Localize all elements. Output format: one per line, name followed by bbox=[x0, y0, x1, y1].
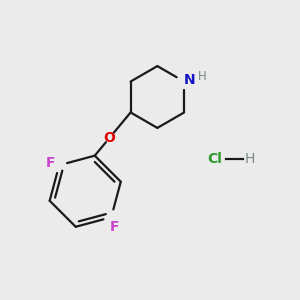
Text: Cl: Cl bbox=[207, 152, 222, 166]
Text: F: F bbox=[110, 220, 119, 234]
Text: H: H bbox=[197, 70, 206, 83]
Text: H: H bbox=[244, 152, 255, 166]
Text: F: F bbox=[46, 156, 55, 170]
Text: O: O bbox=[103, 131, 115, 146]
Text: N: N bbox=[184, 73, 195, 87]
